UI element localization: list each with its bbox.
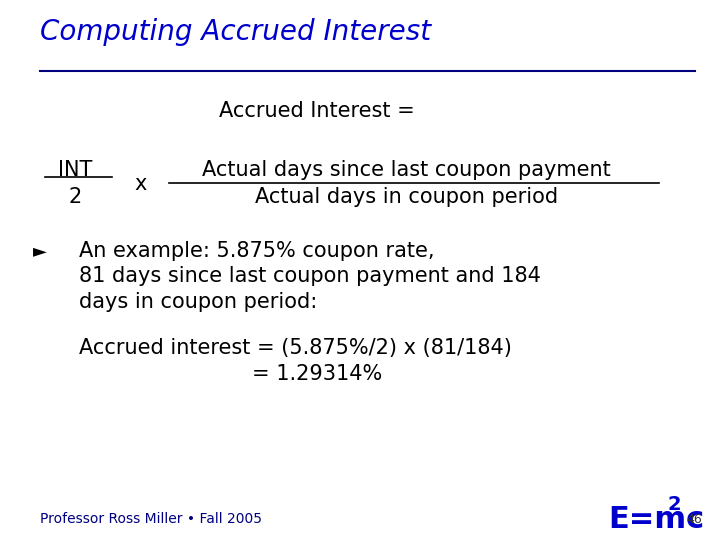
Text: 2: 2 [69, 187, 82, 207]
Text: 81 days since last coupon payment and 184: 81 days since last coupon payment and 18… [79, 266, 541, 287]
Text: 2: 2 [667, 495, 681, 514]
Text: ►: ► [32, 242, 47, 260]
Text: Professor Ross Miller • Fall 2005: Professor Ross Miller • Fall 2005 [40, 512, 261, 526]
Text: Actual days since last coupon payment: Actual days since last coupon payment [202, 160, 611, 180]
Text: days in coupon period:: days in coupon period: [79, 292, 318, 312]
Text: 46: 46 [686, 513, 702, 526]
Text: Actual days in coupon period: Actual days in coupon period [255, 187, 559, 207]
Text: Computing Accrued Interest: Computing Accrued Interest [40, 18, 431, 46]
Text: = 1.29314%: = 1.29314% [252, 363, 382, 384]
Text: An example: 5.875% coupon rate,: An example: 5.875% coupon rate, [79, 241, 435, 261]
Text: Accrued interest = (5.875%/2) x (81/184): Accrued interest = (5.875%/2) x (81/184) [79, 338, 512, 359]
Text: INT: INT [58, 160, 93, 180]
Text: x: x [134, 173, 147, 194]
Text: E=mc: E=mc [608, 505, 705, 534]
Text: Accrued Interest =: Accrued Interest = [219, 100, 415, 121]
